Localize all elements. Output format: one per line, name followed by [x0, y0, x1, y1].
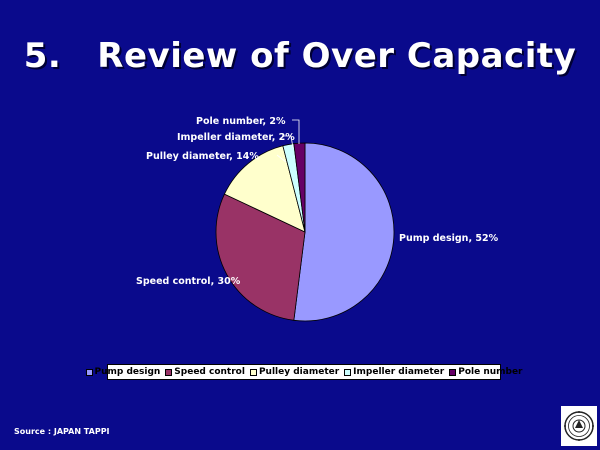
legend-label-pump-design: Pump design	[94, 367, 161, 377]
leader-line-pole-number	[292, 119, 300, 144]
slide-title-text: Review of Over Capacity	[97, 36, 577, 76]
slide-title: 5. Review of Over Capacity	[0, 36, 600, 76]
leader-line-pulley-diameter	[276, 154, 287, 163]
data-label-pulley-diameter: Pulley diameter, 14%	[146, 151, 259, 162]
slide-number: 5.	[23, 36, 62, 76]
pie-slice-speed-control	[215, 193, 306, 321]
leader-line-impeller-diameter	[282, 135, 294, 149]
legend-item-speed-control: Speed control	[165, 367, 245, 377]
pie-slice-pulley-diameter	[223, 145, 306, 233]
data-label-pole-number: Pole number, 2%	[196, 116, 286, 127]
legend-swatch-pump-design	[85, 368, 93, 376]
legend-swatch-impeller-diameter	[344, 368, 352, 376]
legend-swatch-pulley-diameter	[249, 368, 257, 376]
legend-label-pulley-diameter: Pulley diameter	[258, 367, 340, 377]
chart-legend: Pump design Speed control Pulley diameter I…	[85, 364, 523, 380]
legend-item-impeller-diameter: Impeller diameter	[344, 367, 444, 377]
data-label-pump-design: Pump design, 52%	[399, 233, 499, 244]
data-label-speed-control: Speed control, 30%	[136, 276, 241, 287]
legend-label-impeller-diameter: Impeller diameter	[353, 367, 445, 377]
legend-item-pole-number: Pole number	[449, 367, 523, 377]
data-label-impeller-diameter: Impeller diameter, 2%	[177, 132, 295, 143]
legend-item-pulley-diameter: Pulley diameter	[249, 367, 340, 377]
legend-item-pump-design: Pump design	[85, 367, 161, 377]
organization-logo	[561, 406, 597, 446]
legend-swatch-speed-control	[165, 368, 173, 376]
source-note: Source : JAPAN TAPPI	[14, 427, 110, 436]
legend-swatch-pole-number	[449, 368, 457, 376]
pie-slice-pump-design	[293, 142, 395, 322]
pie-slice-pole-number	[293, 142, 306, 233]
legend-label-pole-number: Pole number	[458, 367, 523, 377]
legend-label-speed-control: Speed control	[174, 367, 245, 377]
